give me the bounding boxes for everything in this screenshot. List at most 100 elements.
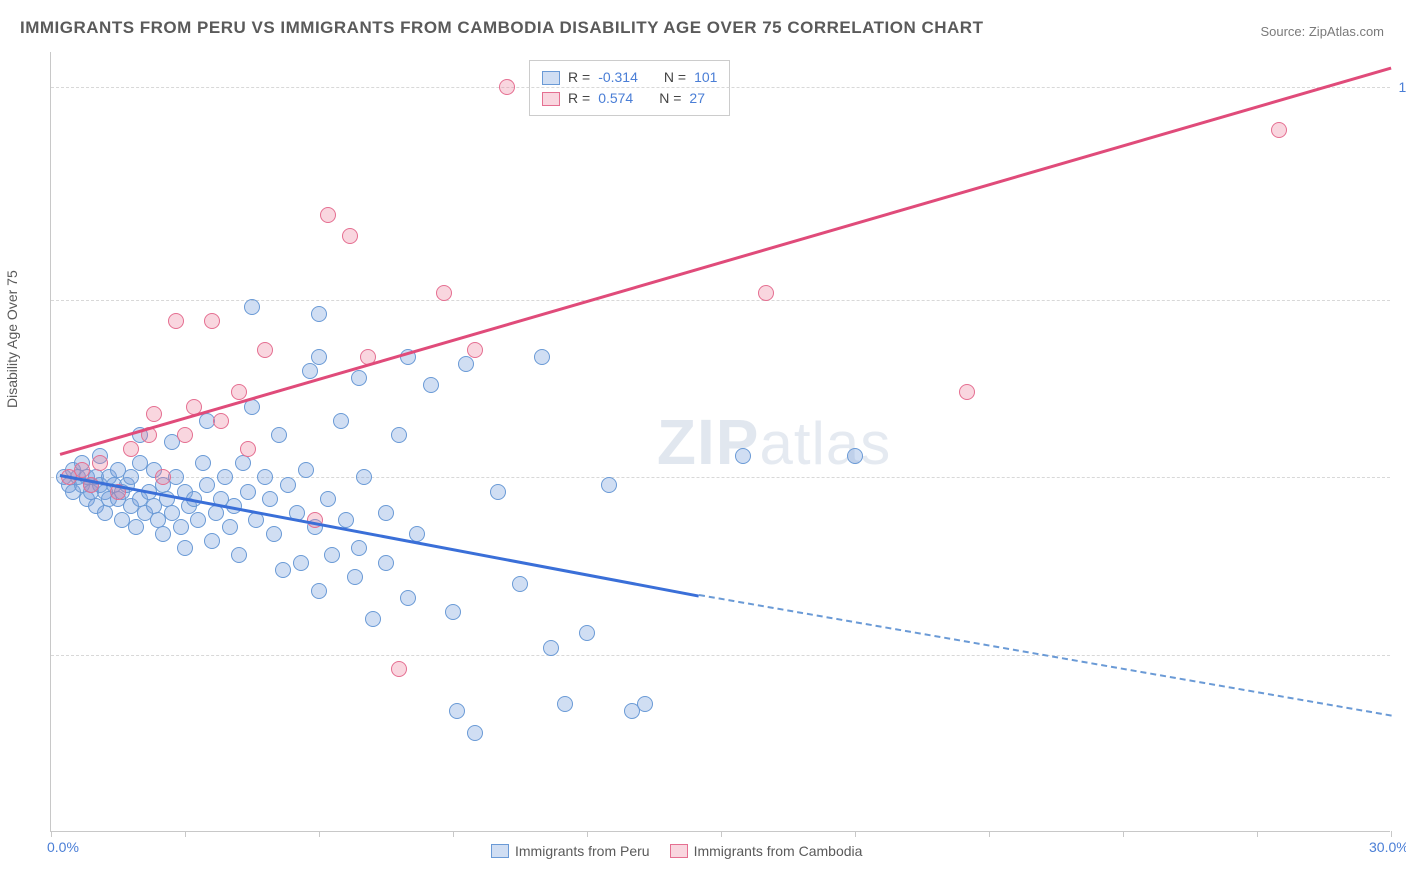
data-point-pink [342,228,358,244]
data-point-blue [231,547,247,563]
watermark-zip: ZIP [657,406,760,478]
legend-label-pink: Immigrants from Cambodia [694,843,863,859]
ytick-label: 25.0% [1396,647,1406,663]
data-point-blue [400,590,416,606]
data-point-blue [458,356,474,372]
data-point-blue [378,505,394,521]
xtick-mark [185,831,186,837]
data-point-blue [847,448,863,464]
r-label: R = [568,67,590,88]
gridline [51,655,1390,656]
data-point-blue [735,448,751,464]
data-point-blue [338,512,354,528]
r-value-pink: 0.574 [598,88,633,109]
swatch-blue-icon [542,71,560,85]
data-point-blue [266,526,282,542]
data-point-blue [204,533,220,549]
data-point-blue [199,477,215,493]
data-point-pink [204,313,220,329]
legend-stats-row-blue: R = -0.314 N = 101 [542,67,717,88]
data-point-blue [324,547,340,563]
data-point-blue [208,505,224,521]
xtick-label: 30.0% [1369,839,1406,855]
trend-line [698,594,1391,717]
xtick-mark [989,831,990,837]
data-point-blue [195,455,211,471]
data-point-pink [320,207,336,223]
n-label: N = [659,88,681,109]
r-value-blue: -0.314 [598,67,638,88]
y-axis-label: Disability Age Over 75 [4,270,20,408]
data-point-blue [351,370,367,386]
data-point-pink [92,455,108,471]
watermark-atlas: atlas [759,410,891,477]
swatch-blue-icon [491,844,509,858]
data-point-blue [177,540,193,556]
data-point-pink [758,285,774,301]
data-point-blue [244,299,260,315]
chart-source: Source: ZipAtlas.com [1260,24,1384,39]
data-point-blue [311,583,327,599]
data-point-blue [423,377,439,393]
r-label: R = [568,88,590,109]
ytick-label: 50.0% [1396,469,1406,485]
data-point-pink [240,441,256,457]
xtick-mark [1123,831,1124,837]
data-point-blue [543,640,559,656]
data-point-blue [445,604,461,620]
data-point-blue [356,469,372,485]
data-point-pink [155,469,171,485]
chart-title: IMMIGRANTS FROM PERU VS IMMIGRANTS FROM … [20,18,983,38]
n-label: N = [664,67,686,88]
data-point-blue [378,555,394,571]
data-point-pink [467,342,483,358]
data-point-blue [391,427,407,443]
data-point-blue [235,455,251,471]
data-point-blue [240,484,256,500]
data-point-blue [280,477,296,493]
data-point-blue [155,526,171,542]
data-point-blue [365,611,381,627]
data-point-blue [490,484,506,500]
data-point-pink [959,384,975,400]
data-point-pink [213,413,229,429]
legend-label-blue: Immigrants from Peru [515,843,650,859]
data-point-blue [311,306,327,322]
data-point-blue [190,512,206,528]
data-point-blue [293,555,309,571]
legend-item-pink: Immigrants from Cambodia [670,843,863,859]
data-point-blue [222,519,238,535]
swatch-pink-icon [542,92,560,106]
data-point-blue [275,562,291,578]
data-point-pink [123,441,139,457]
data-point-blue [123,469,139,485]
data-point-pink [168,313,184,329]
xtick-mark [587,831,588,837]
data-point-blue [173,519,189,535]
data-point-blue [557,696,573,712]
xtick-mark [453,831,454,837]
data-point-blue [302,363,318,379]
data-point-blue [262,491,278,507]
xtick-mark [721,831,722,837]
data-point-blue [320,491,336,507]
xtick-mark [855,831,856,837]
data-point-blue [467,725,483,741]
data-point-pink [177,427,193,443]
data-point-blue [271,427,287,443]
xtick-mark [1391,831,1392,837]
watermark: ZIPatlas [657,405,891,479]
data-point-pink [391,661,407,677]
data-point-blue [351,540,367,556]
data-point-pink [231,384,247,400]
legend-series: Immigrants from Peru Immigrants from Cam… [491,843,862,859]
data-point-blue [534,349,550,365]
data-point-blue [579,625,595,641]
xtick-mark [319,831,320,837]
n-value-blue: 101 [694,67,717,88]
data-point-pink [499,79,515,95]
data-point-blue [637,696,653,712]
swatch-pink-icon [670,844,688,858]
data-point-blue [128,519,144,535]
trend-line [60,66,1392,455]
